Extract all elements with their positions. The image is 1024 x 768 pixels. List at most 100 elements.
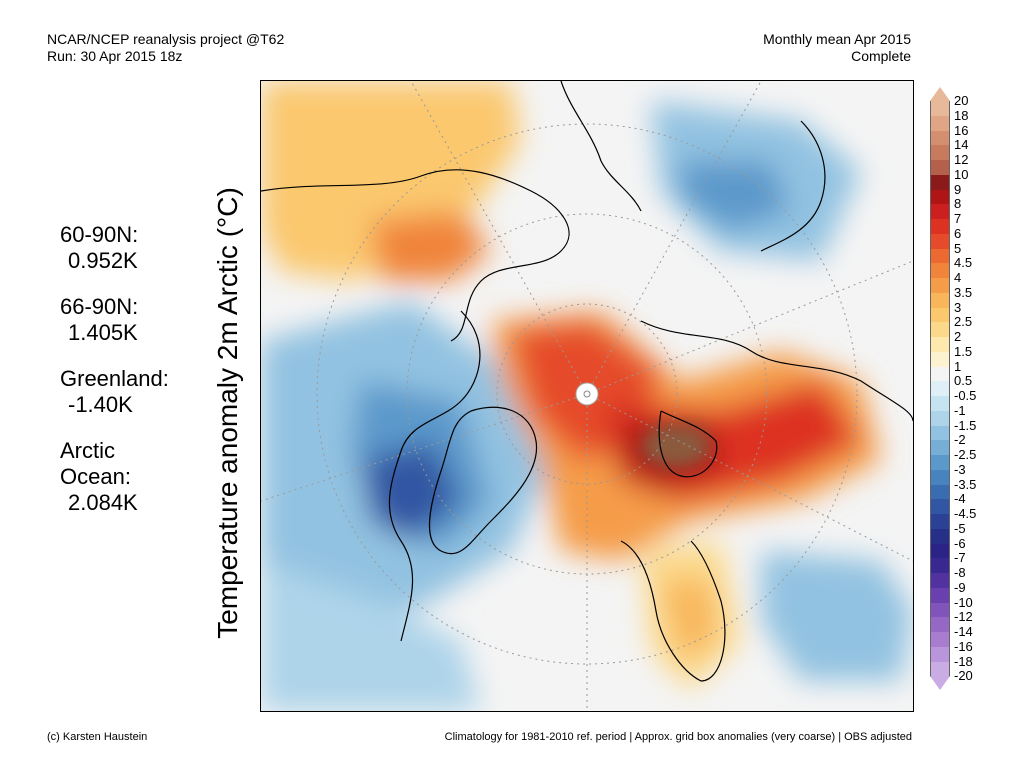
footer-note: Climatology for 1981-2010 ref. period | …	[444, 731, 912, 743]
stat-value: 1.405K	[68, 320, 138, 345]
colorbar-level-label: 4	[954, 270, 962, 285]
colorbar-segment	[930, 587, 950, 603]
map-graphic	[261, 81, 913, 711]
colorbar-segment	[930, 101, 950, 117]
stat-greenland: Greenland: -1.40K	[60, 366, 169, 418]
colorbar-level-label: -8	[954, 565, 966, 580]
colorbar-segment	[930, 145, 950, 161]
colorbar-level-label: 4.5	[954, 255, 973, 271]
colorbar-level-label: -3	[954, 461, 966, 477]
colorbar-level-label: -3.5	[954, 476, 977, 492]
colorbar-level-label: -7	[954, 550, 966, 566]
colorbar-segment	[930, 219, 950, 235]
colorbar-segment	[930, 425, 950, 441]
colorbar-segment	[930, 351, 950, 367]
colorbar-segment	[930, 233, 950, 249]
colorbar-level-label: -6	[954, 535, 966, 551]
colorbar-segment	[930, 469, 950, 485]
colorbar-level-label: -14	[954, 624, 973, 639]
colorbar-level-label: 2	[954, 329, 962, 344]
header-right: Monthly mean Apr 2015 Complete	[763, 31, 911, 65]
stat-arctic-ocean: Arctic Ocean: 2.084K	[60, 438, 169, 516]
stat-66-90n: 66-90N: 1.405K	[60, 294, 169, 346]
header-left: NCAR/NCEP reanalysis project @T62 Run: 3…	[47, 31, 284, 65]
colorbar-segment	[930, 410, 950, 426]
colorbar-segment	[930, 617, 950, 633]
colorbar-segment	[930, 661, 950, 677]
colorbar-segment	[930, 307, 950, 323]
colorbar-level-label: -12	[954, 609, 973, 625]
colorbar-level-label: 2.5	[954, 314, 973, 330]
colorbar-level-label: -1	[954, 402, 966, 418]
colorbar-segment	[930, 381, 950, 397]
region-stats: 60-90N: 0.952K 66-90N: 1.405K Greenland:…	[60, 222, 169, 536]
run-time: Run: 30 Apr 2015 18z	[47, 48, 183, 64]
colorbar-level-label: 7	[954, 211, 962, 226]
north-pole-marker	[575, 382, 599, 406]
colorbar-segment	[930, 573, 950, 589]
colorbar-level-label: -4.5	[954, 506, 977, 521]
colorbar-level-label: -4	[954, 491, 966, 507]
stat-value: 2.084K	[68, 490, 138, 515]
colorbar-segment	[930, 248, 950, 264]
colorbar-segment	[930, 632, 950, 648]
colorbar-level-label: -10	[954, 594, 973, 610]
colorbar-segment	[930, 366, 950, 382]
stat-value: 0.952K	[68, 248, 138, 273]
colorbar-level-label: -20	[954, 668, 973, 684]
colorbar-level-label: 8	[954, 196, 962, 212]
colorbar-level-label: 10	[954, 166, 969, 182]
stat-label: 60-90N:	[60, 222, 139, 247]
colorbar-segment	[930, 396, 950, 412]
colorbar-segment	[930, 174, 950, 190]
colorbar-level-label: -2.5	[954, 447, 977, 462]
colorbar-segment	[930, 322, 950, 338]
colorbar-segment	[930, 602, 950, 618]
colorbar-level-label: 1	[954, 358, 962, 374]
colorbar-level-label: -5	[954, 520, 966, 536]
colorbar-segment	[930, 558, 950, 574]
colorbar-segment	[930, 115, 950, 131]
stat-60-90n: 60-90N: 0.952K	[60, 222, 169, 274]
period-label: Monthly mean Apr 2015	[763, 31, 911, 47]
footer-credit: (c) Karsten Haustein	[47, 731, 148, 743]
colorbar-level-label: -1.5	[954, 417, 977, 433]
colorbar-level-label: -9	[954, 579, 966, 595]
colorbar-segment	[930, 440, 950, 456]
colorbar-level-label: 12	[954, 152, 969, 167]
stat-label: 66-90N:	[60, 294, 139, 319]
colorbar-segment	[930, 514, 950, 530]
colorbar-segment	[930, 160, 950, 176]
colorbar-level-label: 9	[954, 181, 962, 197]
colorbar-bottom-arrow	[930, 676, 950, 691]
stat-label: Arctic Ocean:	[60, 438, 131, 489]
colorbar-level-label: 18	[954, 107, 969, 123]
colorbar-level-label: 14	[954, 137, 969, 153]
status-label: Complete	[851, 48, 911, 64]
colorbar-segment	[930, 189, 950, 205]
colorbar-segment	[930, 528, 950, 544]
colorbar-segment	[930, 130, 950, 146]
colorbar-segment	[930, 292, 950, 308]
colorbar-segment	[930, 278, 950, 294]
colorbar-level-label: 5	[954, 240, 962, 256]
colorbar-segment	[930, 337, 950, 353]
colorbar-level-label: 3	[954, 299, 962, 315]
colorbar-top-arrow	[930, 87, 950, 101]
colorbar-segment	[930, 484, 950, 500]
map-title: Temperature anomaly 2m Arctic (°C)	[212, 187, 243, 639]
anomaly-map	[260, 80, 914, 712]
project-title: NCAR/NCEP reanalysis project @T62	[47, 31, 285, 47]
stat-label: Greenland:	[60, 366, 169, 391]
colorbar-level-label: 1.5	[954, 343, 973, 359]
colorbar-segment	[930, 543, 950, 559]
colorbar-level-label: 20	[954, 93, 969, 108]
colorbar-level-label: 0.5	[954, 373, 973, 389]
colorbar-segment	[930, 455, 950, 471]
colorbar-segment	[930, 263, 950, 279]
colorbar-level-label: 6	[954, 225, 962, 241]
colorbar-level-label: -0.5	[954, 388, 977, 403]
colorbar-segment	[930, 204, 950, 220]
colorbar-segment	[930, 646, 950, 662]
colorbar-level-label: -18	[954, 653, 973, 669]
